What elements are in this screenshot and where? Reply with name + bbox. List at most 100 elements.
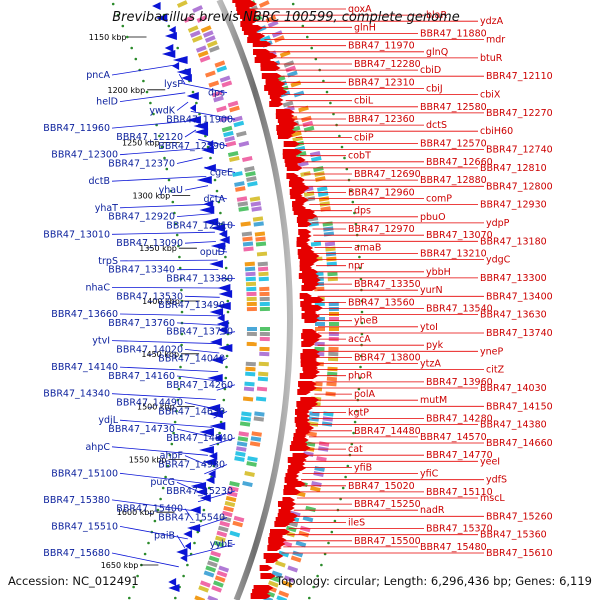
position-dot [168, 453, 172, 457]
forward-cds-arrow [250, 593, 271, 599]
position-dot [161, 486, 165, 490]
feature-block [276, 595, 288, 600]
leader-line-reverse [111, 499, 196, 512]
gene-label-forward: cbiJ [426, 84, 443, 95]
feature-block [278, 550, 290, 558]
reverse-cds-arrow [156, 14, 168, 22]
position-dot [219, 211, 222, 215]
position-dot [312, 585, 315, 589]
reverse-cds-arrow [209, 308, 224, 316]
leader-line-reverse [119, 259, 218, 262]
reverse-cds-arrow [172, 62, 180, 70]
feature-block [213, 540, 225, 548]
gene-label-forward: BBR47_14480 [354, 426, 421, 437]
gene-label-forward: BBR47_13960 [426, 377, 493, 388]
feature-block [246, 291, 257, 297]
gene-label-reverse: ywdK [149, 105, 175, 116]
feature-block [252, 216, 264, 222]
feature-block [228, 485, 239, 493]
position-dot [136, 574, 139, 578]
reverse-cds-arrow [186, 116, 201, 124]
gene-label-forward: yneP [480, 346, 503, 357]
gene-label-forward: BBR47_12270 [486, 108, 553, 119]
gene-label-forward: BBR47_12810 [480, 163, 547, 174]
gene-label-reverse: BBR47_14840 [166, 433, 233, 444]
feature-block [258, 0, 270, 8]
forward-cds-arrow [301, 285, 317, 291]
leader-line-reverse [190, 517, 228, 530]
leader-line-reverse [184, 129, 197, 138]
leader-line-reverse [184, 349, 220, 354]
gene-label-forward: BBR47_13070 [426, 230, 493, 241]
reverse-cds-arrow [208, 470, 216, 478]
gene-label-forward: BBR47_12880 [420, 175, 487, 186]
leader-line-reverse [184, 455, 207, 465]
gene-label-reverse: BBR47_11960 [43, 123, 110, 134]
gene-label-forward: BBR47_13540 [426, 304, 493, 315]
gene-label-reverse: BBR47_12910 [166, 221, 233, 232]
gene-label-reverse: BBR47_14340 [43, 389, 110, 400]
reverse-cds-arrow [209, 338, 222, 346]
reverse-cds-arrow [207, 410, 223, 418]
gene-label-reverse: BBR47_13010 [43, 229, 110, 240]
gene-label-reverse: BBR47_14020 [116, 344, 183, 355]
reverse-cds-arrow [183, 530, 193, 538]
gene-label-forward: BBR47_14150 [486, 401, 553, 412]
reverse-cds-arrow [181, 74, 192, 82]
position-dot [225, 365, 228, 369]
leader-line-reverse [184, 241, 216, 244]
forward-cds-arrow [283, 489, 302, 495]
feature-block [213, 580, 224, 588]
position-dot [219, 420, 223, 424]
feature-block [323, 231, 335, 237]
leader-line-reverse [176, 375, 218, 382]
position-dot [178, 255, 181, 259]
forward-cds-arrow [277, 133, 293, 139]
feature-block [229, 530, 241, 538]
gene-label-forward: BBR47_13400 [486, 291, 553, 302]
gene-label-reverse: BBR47_14980 [158, 460, 225, 471]
feature-block [253, 221, 264, 227]
position-dot [180, 288, 183, 292]
leader-line-reverse [184, 508, 194, 521]
feature-block [236, 446, 247, 452]
leader-line-reverse [181, 543, 236, 558]
kbp-tick-label: 1550 kbp [129, 455, 167, 464]
feature-block [236, 196, 248, 202]
gene-label-forward: BBR47_14030 [480, 383, 547, 394]
reverse-cds-arrow [219, 236, 230, 244]
forward-cds-arrow [289, 445, 311, 451]
position-dot [177, 387, 181, 391]
feature-block [208, 555, 220, 563]
feature-block [327, 276, 338, 282]
forward-cds-arrow [274, 521, 291, 527]
feature-block [316, 456, 327, 462]
reverse-cds-arrow [209, 260, 223, 268]
position-dot [180, 332, 184, 336]
gene-label-reverse: BBR47_13090 [116, 238, 183, 249]
reverse-cds-arrow [168, 578, 177, 586]
gene-label-forward: ytzA [420, 359, 441, 370]
feature-block [214, 60, 226, 68]
position-dot [351, 200, 355, 204]
gene-label-reverse: BBR47_11900 [166, 114, 233, 125]
feature-block [292, 550, 304, 558]
leader-line-reverse [119, 366, 219, 372]
label-leader-lines [111, 8, 484, 568]
reverse-cds-arrow [202, 218, 219, 226]
forward-cds-arrow [259, 565, 273, 571]
feature-block [196, 15, 208, 23]
feature-block [244, 381, 255, 387]
gene-label-forward: BBR47_13630 [480, 310, 547, 321]
feature-block [242, 480, 253, 488]
gene-label-reverse: BBR47_13490 [158, 300, 225, 311]
feature-block [246, 461, 257, 467]
feature-block [298, 105, 309, 113]
leader-line-reverse [111, 231, 215, 235]
feature-block [246, 306, 257, 312]
position-dot [143, 552, 147, 556]
position-dot [332, 112, 335, 116]
feature-block [244, 261, 255, 267]
feature-block [255, 241, 267, 247]
feature-block [322, 221, 333, 227]
